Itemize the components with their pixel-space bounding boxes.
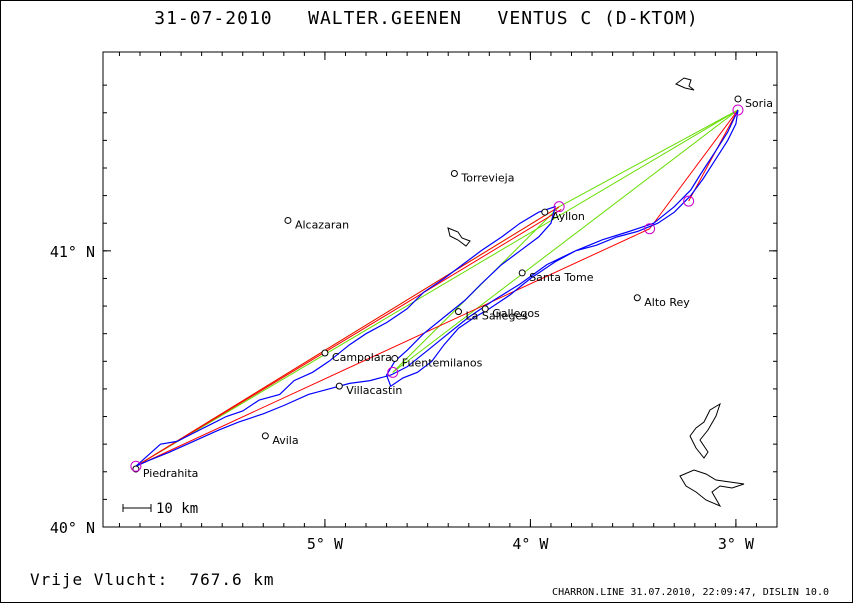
town-marker	[481, 305, 489, 313]
coast-fragment	[447, 227, 471, 247]
town-label: Gallegos	[492, 307, 540, 320]
town-label: Santa Tome	[529, 271, 594, 284]
turnpoint-marker	[387, 366, 399, 378]
town-marker	[321, 349, 329, 357]
town-label: Alto Rey	[644, 296, 690, 309]
lon-tick-label: 3° W	[718, 535, 755, 553]
town-label: Piedrahita	[143, 467, 199, 480]
town-label: Soria	[745, 97, 773, 110]
town-label: Ayllon	[552, 210, 585, 223]
scale-label: 10 km	[156, 501, 198, 517]
lon-tick-label: 4° W	[512, 535, 549, 553]
lat-tick-label: 40° N	[50, 519, 95, 537]
track-line	[135, 109, 739, 467]
town-label: Fuentemilanos	[402, 357, 483, 370]
town-label: Torrevieja	[460, 172, 514, 185]
axis-ticks: 41° N 40° N 5° W 4° W 3° W	[50, 52, 778, 553]
optimized-legs	[135, 109, 739, 467]
turnpoint-marker	[732, 104, 744, 116]
page-title: 31-07-2010 WALTER.GEENEN VENTUS C (D-KTO…	[154, 8, 699, 29]
task-leg	[649, 109, 739, 230]
software-footer: CHARRON.LINE 31.07.2010, 22:09:47, DISLI…	[552, 587, 829, 598]
town-marker	[261, 432, 269, 440]
turnpoint-marker	[644, 223, 656, 235]
lon-tick-label: 5° W	[307, 535, 344, 553]
task-leg	[135, 228, 650, 467]
town-label: Campolara	[332, 351, 392, 364]
optimized-leg	[135, 109, 739, 467]
town-label: Alcazaran	[295, 218, 349, 231]
task-legs	[135, 109, 739, 467]
task-leg	[135, 208, 562, 467]
town-marker	[454, 308, 462, 316]
town-marker	[335, 382, 343, 390]
coastline-fragments	[447, 77, 745, 508]
town-marker	[734, 95, 742, 103]
towns: Soria Torrevieja Alcazaran Ayllon Santa Tome…	[132, 95, 773, 480]
town-marker	[450, 170, 458, 178]
town-marker	[633, 294, 641, 302]
town-label: Avila	[272, 434, 298, 447]
optimized-leg	[392, 109, 739, 373]
scale-bar: 10 km	[122, 501, 198, 517]
flight-track	[135, 109, 739, 467]
lat-tick-label: 41° N	[50, 243, 95, 261]
map-frame	[102, 51, 778, 528]
town-label: La Salleges	[465, 310, 528, 323]
flight-distance: Vrije Vlucht: 767.6 km	[30, 570, 275, 589]
turnpoint-marker	[683, 195, 695, 207]
town-label: Villacastin	[346, 384, 402, 397]
town-marker	[284, 216, 292, 224]
town-marker	[391, 355, 399, 363]
town-marker	[541, 208, 549, 216]
turnpoints	[130, 104, 744, 472]
turnpoint-marker	[553, 201, 565, 213]
optimized-leg	[558, 109, 739, 208]
task-leg	[135, 206, 560, 467]
turnpoint-marker	[130, 460, 142, 472]
coast-fragment	[689, 402, 721, 459]
coast-fragment	[679, 469, 745, 508]
coast-fragment	[675, 77, 695, 91]
town-marker	[518, 269, 526, 277]
